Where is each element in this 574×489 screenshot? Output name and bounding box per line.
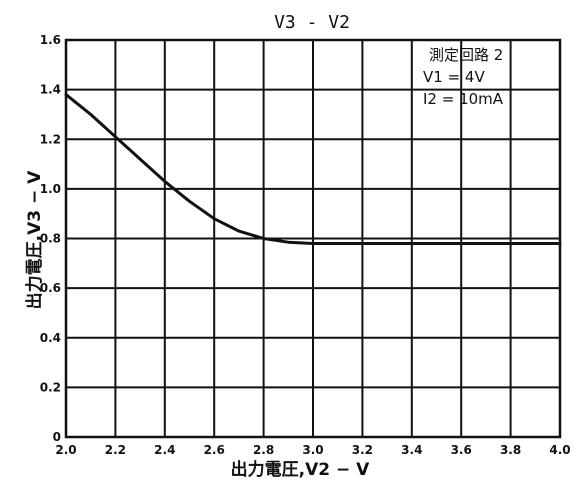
annotation: 測定回路 2 V1 = 4V I2 = 10mA: [423, 46, 504, 108]
x-tick-label: 3.8: [500, 443, 521, 457]
x-tick-label: 3.0: [302, 443, 323, 457]
chart-title: V3 - V2: [274, 12, 350, 33]
y-tick-label: 1.4: [40, 83, 61, 97]
x-tick-label: 3.6: [451, 443, 472, 457]
y-tick-label: 0: [53, 430, 61, 444]
y-axis-label: 出力電圧,V3 − V: [24, 170, 45, 310]
x-tick-label: 2.4: [154, 443, 175, 457]
grid: [64, 38, 562, 439]
x-tick-labels: 2.0 2.2 2.4 2.6 2.8 3.0 3.2 3.4 3.6 3.8 4.0: [55, 443, 570, 457]
annotation-line-3: I2 = 10mA: [423, 90, 504, 108]
y-tick-label: 0.2: [40, 380, 61, 394]
y-tick-labels: 0 0.2 0.4 0.6 0.8 1.0 1.2 1.4 1.6: [40, 33, 61, 444]
plot-frame: [64, 38, 562, 439]
x-tick-label: 2.0: [55, 443, 76, 457]
x-tick-label: 2.8: [253, 443, 274, 457]
x-tick-label: 4.0: [549, 443, 570, 457]
y-tick-label: 1.6: [40, 33, 61, 47]
annotation-line-2: V1 = 4V: [423, 68, 485, 86]
x-axis-label: 出力電圧,V2 − V: [231, 459, 371, 480]
y-tick-label: 0.4: [40, 331, 61, 345]
x-tick-label: 3.2: [352, 443, 373, 457]
series: [64, 93, 562, 245]
y-tick-label: 1.2: [40, 132, 61, 146]
x-tick-label: 2.6: [204, 443, 225, 457]
series-line: [64, 93, 562, 245]
x-tick-label: 3.4: [401, 443, 422, 457]
x-tick-label: 2.2: [105, 443, 126, 457]
y-tick-label: 0.8: [40, 232, 61, 246]
y-tick-label: 1.0: [40, 182, 61, 196]
y-tick-label: 0.6: [40, 281, 61, 295]
annotation-line-1: 測定回路 2: [429, 46, 503, 64]
